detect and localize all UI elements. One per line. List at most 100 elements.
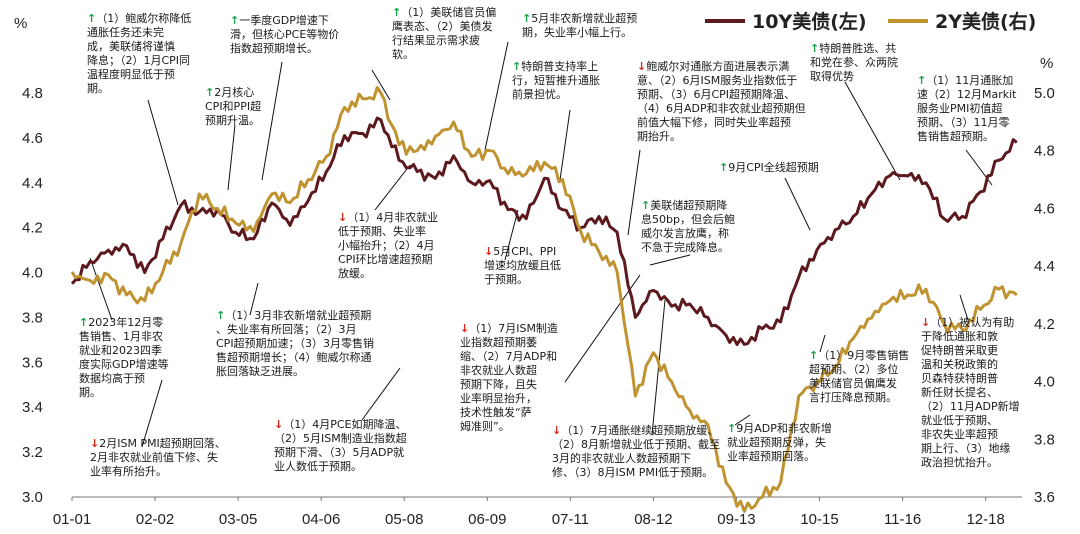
right-tick-label: 5.0 bbox=[1034, 85, 1055, 102]
annotation-powell-jan: ↑（1）鲍威尔称降低 通胀任务还未完 成，美联储将谨慎 降息；（2）1月CPI同… bbox=[87, 12, 192, 95]
annotation-sep-adp: ↑9月ADP和非农新增 就业超预期反弹，失 业率超预期回落。 bbox=[727, 422, 832, 463]
annotation-leader bbox=[504, 209, 519, 261]
legend-label-2y: 2Y美债(右) bbox=[935, 10, 1036, 33]
annotation-leader-lines bbox=[89, 41, 993, 448]
series-line-2y bbox=[70, 86, 1018, 513]
series-line-10y bbox=[70, 116, 1018, 346]
annotation-dec-retail: ↑2023年12月零 售销售、1月非农 就业和2023四季 度实际GDP增速等 … bbox=[79, 316, 169, 399]
annotation-leader bbox=[734, 414, 751, 426]
left-tick-label: 3.4 bbox=[22, 399, 43, 416]
annotation-fed-hawkish: ↑（1）美联储官员偏 鹰表态、（2）美债发 行结果显示需求疲 软。 bbox=[392, 6, 497, 61]
x-tick-label: 05-08 bbox=[385, 511, 423, 528]
left-tick-label: 4.8 bbox=[22, 85, 43, 102]
left-axis-unit: % bbox=[14, 15, 27, 32]
right-tick-label: 3.6 bbox=[1034, 489, 1055, 506]
series-layer bbox=[70, 86, 1018, 513]
arrow-icon: ↑ bbox=[392, 6, 402, 19]
annotation-bessent: ↓（1）被认为有助 于降低通胀和敦 促特朗普采取更 温和关税政策的 贝森特获特朗… bbox=[921, 316, 1020, 469]
annotation-leader bbox=[147, 99, 179, 206]
right-axis-ticks: 3.6 3.8 4.0 4.2 4.4 4.6 4.8 5.0 bbox=[1034, 85, 1055, 506]
annotation-leader bbox=[371, 69, 391, 101]
annotation-leader bbox=[227, 124, 236, 191]
x-tick-label: 12-18 bbox=[966, 511, 1004, 528]
x-tick-label: 08-12 bbox=[634, 511, 672, 528]
x-tick-label: 03-05 bbox=[219, 511, 257, 528]
arrow-icon: ↑ bbox=[719, 161, 729, 174]
annotation-july-sahm: ↓（1）7月ISM制造 业指数超预期萎 缩、（2）7月ADP和 非农就业人数超 … bbox=[460, 322, 558, 433]
left-tick-label: 3.0 bbox=[22, 489, 43, 506]
left-tick-label: 3.6 bbox=[22, 354, 43, 371]
arrow-icon: ↑ bbox=[87, 12, 97, 25]
arrow-icon: ↑ bbox=[917, 74, 927, 87]
annotation-leader bbox=[627, 149, 641, 236]
annotation-leader bbox=[249, 282, 259, 316]
arrow-icon: ↓ bbox=[637, 60, 647, 73]
annotation-may-cpi: ↓5月CPI、PPI 增速均放缓且低 于预期。 bbox=[484, 245, 561, 286]
x-axis-ticks: 01-01 02-02 03-05 04-06 05-08 06-09 07-11 08-12… bbox=[53, 497, 1005, 528]
left-tick-label: 4.6 bbox=[22, 130, 43, 147]
arrow-icon: ↑ bbox=[230, 14, 240, 27]
annotation-leader bbox=[564, 274, 641, 383]
x-tick-label: 04-06 bbox=[302, 511, 340, 528]
annotation-april-pce: ↓（1）4月PCE如期降温、 （2）5月ISM制造业指数超 预期下滑、（3）5月… bbox=[274, 418, 407, 473]
x-tick-label: 02-02 bbox=[136, 511, 174, 528]
legend: 10Y美债(左) 2Y美债(右) bbox=[705, 10, 1036, 33]
annotation-trump-win: ↑特朗普胜选、共 和党在参、众两院 取得优势 bbox=[810, 42, 898, 83]
annotation-leader bbox=[649, 254, 691, 266]
arrow-icon: ↑ bbox=[512, 60, 522, 73]
arrow-icon: ↓ bbox=[90, 437, 100, 450]
right-axis-unit: % bbox=[1040, 55, 1053, 72]
arrow-icon: ↓ bbox=[460, 322, 470, 335]
right-tick-label: 4.8 bbox=[1034, 143, 1055, 160]
annotation-nov-inflation: ↑（1）11月通胀加 速（2）12月Markit 服务业PMI初值超 预期、（3… bbox=[917, 74, 1017, 143]
arrow-icon: ↑ bbox=[216, 309, 226, 322]
annotation-july-cpi: ↓（1）7月通胀继续超预期放缓、 （2）8月新增就业低于预期、截至 3月的非农就… bbox=[552, 424, 720, 479]
left-axis-ticks: 3.0 3.2 3.4 3.6 3.8 4.0 4.2 4.4 4.6 4.8 bbox=[22, 85, 43, 506]
arrow-icon: ↓ bbox=[552, 424, 562, 437]
left-tick-label: 4.2 bbox=[22, 220, 43, 237]
annotation-leader bbox=[374, 164, 411, 211]
annotation-leader bbox=[784, 177, 811, 231]
annotation-may-payrolls: ↑5月非农新增就业超预 期，失业率小幅上行。 bbox=[522, 12, 638, 39]
annotation-june-data: ↓鲍威尔对通胀方面进展表示满 意、（2）6月ISM服务业指数低于 预期、（3）6… bbox=[637, 60, 806, 143]
annotation-fed-cut-50bp: ↑美联储超预期降 息50bp，但会后鲍 威尔发言放鹰，称 不急于完成降息。 bbox=[641, 199, 735, 254]
x-tick-label: 11-16 bbox=[884, 511, 921, 528]
annotation-leader bbox=[844, 81, 901, 181]
x-tick-label: 10-15 bbox=[800, 511, 838, 528]
annotation-leader bbox=[89, 257, 113, 321]
annotation-leader bbox=[261, 61, 283, 181]
arrow-icon: ↑ bbox=[641, 199, 651, 212]
arrow-icon: ↑ bbox=[79, 316, 89, 329]
annotation-feb-cpi: ↑2月核心 CPI和PPI超 预期升温。 bbox=[205, 86, 262, 127]
annotation-april-nfp: ↓（1）4月非农就业 低于预期、失业率 小幅抬升；（2）4月 CPI环比增速超预… bbox=[338, 211, 439, 280]
annotation-trump-polls: ↑特朗普支持率上 行，短暂推升通胀 前景担忧。 bbox=[512, 60, 600, 101]
left-tick-label: 3.8 bbox=[22, 309, 43, 326]
arrow-icon: ↑ bbox=[727, 422, 737, 435]
legend-label-10y: 10Y美债(左) bbox=[752, 10, 867, 33]
right-tick-label: 4.2 bbox=[1034, 316, 1055, 333]
left-tick-label: 4.4 bbox=[22, 175, 43, 192]
right-tick-label: 4.6 bbox=[1034, 200, 1055, 217]
arrow-icon: ↓ bbox=[338, 211, 348, 224]
arrow-icon: ↑ bbox=[810, 42, 820, 55]
annotation-leader bbox=[559, 109, 571, 181]
annotation-feb-ism: ↓2月ISM PMI超预期回落、 2月非农就业前值下修、失 业率有所抬升。 bbox=[90, 437, 226, 478]
x-tick-label: 07-11 bbox=[552, 511, 589, 528]
annotation-march-data: ↑（1）3月非农新增就业超预期 、失业率有所回落；（2）3月 CPI超预期加速；… bbox=[216, 309, 375, 378]
arrow-icon: ↓ bbox=[921, 316, 931, 329]
annotation-leader bbox=[959, 294, 969, 321]
arrow-icon: ↑ bbox=[809, 349, 819, 362]
right-tick-label: 4.4 bbox=[1034, 258, 1055, 275]
arrow-icon: ↑ bbox=[205, 86, 215, 99]
annotation-leader bbox=[141, 379, 163, 448]
annotation-leader bbox=[819, 334, 826, 353]
x-tick-label: 01-01 bbox=[53, 511, 91, 528]
right-tick-label: 3.8 bbox=[1034, 431, 1055, 448]
left-tick-label: 3.2 bbox=[22, 444, 43, 461]
arrow-icon: ↓ bbox=[484, 245, 494, 258]
annotation-q1-gdp: ↑一季度GDP增速下 滑，但核心PCE等物价 指数超预期增长。 bbox=[230, 14, 340, 55]
annotation-sep-retail: ↑（1）9月零售销售 超预期、（2）多位 美联储官员偏鹰发 言打压降息预期。 bbox=[809, 349, 910, 404]
annotation-leader bbox=[484, 41, 509, 151]
annotation-leader bbox=[361, 367, 401, 421]
